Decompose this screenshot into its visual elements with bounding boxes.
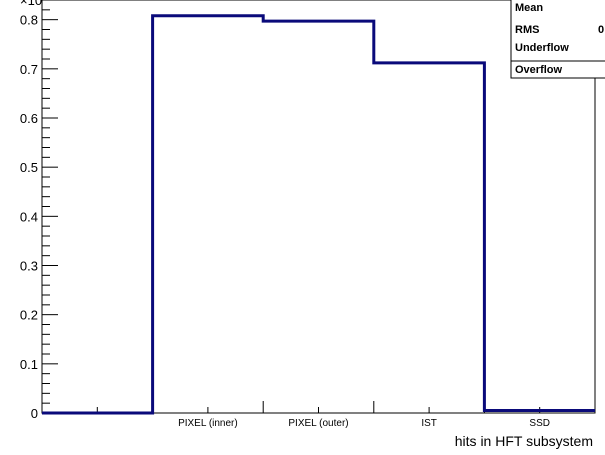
x-axis: PIXEL (inner) PIXEL (outer) IST SSD	[41, 401, 596, 429]
stats-box-frame	[510, 0, 605, 79]
y-exponent-label: ×10	[20, 0, 42, 8]
x-axis-title: hits in HFT subsystem	[455, 433, 593, 449]
y-tick-label: 0.4	[20, 209, 38, 224]
y-axis: 0 0.1 0.2 0.3 0.4 0.5 0.6 0.7 0.8	[20, 0, 58, 421]
stats-box: Mean RMS 0 Underflow Overflow	[510, 0, 605, 79]
stats-value-rms: 0	[598, 24, 604, 36]
stats-label-mean: Mean	[515, 2, 543, 14]
y-tick-label: 0.2	[20, 308, 38, 323]
y-tick-label: 0.1	[20, 357, 38, 372]
stats-label-rms: RMS	[515, 24, 539, 36]
y-tick-label: 0.8	[20, 13, 38, 28]
histogram-line	[42, 14, 595, 415]
x-category-label: IST	[421, 418, 437, 429]
y-tick-label: 0.7	[20, 62, 38, 77]
y-tick-label: 0.3	[20, 259, 38, 274]
x-category-label: PIXEL (inner)	[178, 418, 238, 429]
stats-label-overflow: Overflow	[515, 64, 563, 76]
x-category-label: SSD	[529, 418, 550, 429]
y-tick-label: 0.6	[20, 111, 38, 126]
y-tick-label: 0.5	[20, 160, 38, 175]
y-tick-label: 0	[31, 406, 38, 421]
x-category-label: PIXEL (outer)	[288, 418, 348, 429]
stats-label-underflow: Underflow	[515, 42, 569, 54]
